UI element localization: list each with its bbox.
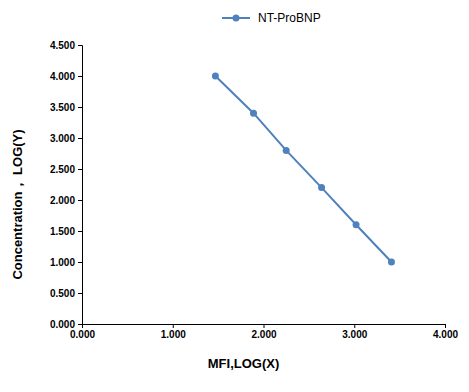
marker	[353, 221, 360, 228]
tick-label: 0.500	[50, 288, 75, 299]
tick-label: 2.000	[50, 195, 75, 206]
tick-mark	[78, 107, 82, 108]
series-line	[215, 76, 391, 262]
tick-mark	[264, 324, 265, 328]
x-axis: 0.000 1.000 2.000 3.000 4.000	[70, 324, 458, 340]
tick-label: 1.500	[50, 226, 75, 237]
tick-label: 1.000	[161, 329, 186, 340]
tick-label: 3.500	[50, 102, 75, 113]
tick: 4.500	[50, 40, 82, 51]
legend-marker	[233, 15, 240, 22]
tick: 0.000	[50, 319, 82, 330]
tick: 2.000	[251, 324, 276, 340]
axis-line	[78, 46, 83, 325]
tick: 2.000	[50, 195, 82, 206]
tick-label: 4.500	[50, 40, 75, 51]
tick-label: 0.000	[50, 319, 75, 330]
tick: 4.000	[433, 324, 458, 340]
tick: 4.000	[50, 71, 82, 82]
tick: 1.000	[50, 257, 82, 268]
tick-mark	[78, 76, 82, 77]
legend: NT-ProBNP	[222, 11, 321, 25]
axis-line	[83, 325, 446, 329]
marker	[212, 73, 219, 80]
tick: 3.500	[50, 102, 82, 113]
tick-mark	[173, 324, 174, 328]
tick-label: 4.000	[50, 71, 75, 82]
tick-mark	[78, 231, 82, 232]
tick-label: 4.000	[433, 329, 458, 340]
x-axis-title: MFI,LOG(X)	[208, 356, 280, 371]
tick: 1.000	[161, 324, 186, 340]
marker	[283, 147, 290, 154]
tick-mark	[354, 324, 355, 328]
tick-mark	[78, 293, 82, 294]
tick: 2.500	[50, 164, 82, 175]
tick-mark	[78, 262, 82, 263]
marker	[250, 110, 257, 117]
tick-label: 0.000	[70, 329, 95, 340]
chart: 0.000 1.000 2.000 3.000 4.000 0.000 0.500 1.000…	[0, 0, 469, 392]
marks	[212, 73, 395, 266]
marker	[388, 259, 395, 266]
y-axis-title: Concentration， LOG(Y)	[10, 129, 25, 279]
tick-label: 2.500	[50, 164, 75, 175]
tick: 3.000	[50, 133, 82, 144]
tick-mark	[78, 138, 82, 139]
tick-mark	[78, 200, 82, 201]
tick: 0.500	[50, 288, 82, 299]
y-axis: 0.000 0.500 1.000 1.500 2.000 2.500 3.000 3.500…	[50, 40, 83, 330]
tick-label: 3.000	[50, 133, 75, 144]
tick-label: 1.000	[50, 257, 75, 268]
legend-item: NT-ProBNP	[222, 11, 321, 25]
legend-label: NT-ProBNP	[258, 11, 321, 25]
marker	[318, 184, 325, 191]
tick-mark	[78, 45, 82, 46]
tick: 1.500	[50, 226, 82, 237]
tick-mark	[78, 169, 82, 170]
tick-mark	[78, 324, 82, 325]
tick-mark	[445, 324, 446, 328]
tick-label: 3.000	[342, 329, 367, 340]
plot: 0.000 1.000 2.000 3.000 4.000 0.000 0.500 1.000…	[50, 40, 458, 340]
tick: 3.000	[342, 324, 367, 340]
tick-label: 2.000	[251, 329, 276, 340]
